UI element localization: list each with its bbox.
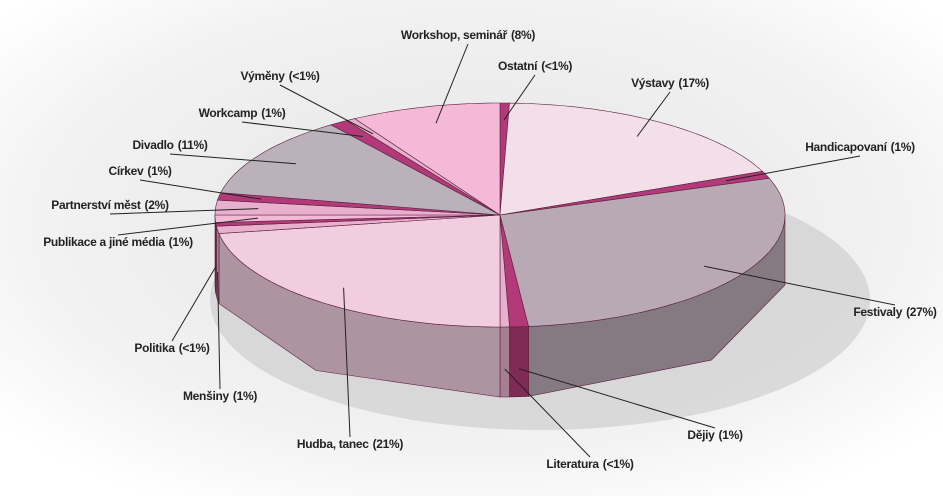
slice-label: Partnerství měst (2%) (51, 198, 169, 212)
slice-value-label: (8%) (511, 28, 535, 42)
leader-line (279, 84, 374, 135)
slice-value-label: (1%) (169, 235, 193, 249)
slice-name: Festivaly (853, 305, 902, 319)
slice-name: Publikace a jiné média (43, 235, 165, 249)
slice (354, 102, 501, 216)
slice-name: Hudba, tanec (297, 437, 369, 451)
leader-line (518, 368, 716, 429)
leader-line (504, 368, 591, 458)
slice-value-label: (1%) (891, 140, 915, 154)
slice-label: Výměny (<1%) (240, 69, 319, 83)
slice-label: Workcamp (1%) (199, 106, 286, 120)
slice-value-label: (1%) (233, 389, 257, 403)
slice-side (499, 326, 510, 398)
slice-value-label: (<1%) (541, 59, 572, 73)
slice-label: Publikace a jiné média (1%) (43, 235, 193, 249)
slice-name: Dějiy (687, 428, 715, 442)
slice-label: Dějiy (1%) (687, 428, 743, 442)
slice-name: Ostatní (498, 59, 538, 73)
slice-value-label: (11%) (178, 138, 208, 152)
leader-line (725, 155, 861, 182)
slice-value-label: (1%) (719, 428, 743, 442)
slice-name: Politika (134, 341, 175, 355)
labels: Ostatní (<1%)Výstavy (17%)Handicapovaní (1%… (43, 28, 937, 471)
slice-name: Výměny (240, 69, 285, 83)
leader-line (704, 265, 896, 306)
slice-value-label: (21%) (373, 437, 404, 451)
slice-side (214, 215, 216, 293)
slice-value-label: (<1%) (179, 341, 210, 355)
slice-name: Výstavy (631, 76, 675, 90)
leader-line (343, 287, 351, 438)
slice-side (509, 326, 529, 398)
slice-label: Menšiny (1%) (183, 389, 257, 403)
slice-name: Menšiny (183, 389, 230, 403)
slice-name: Církev (108, 164, 144, 178)
leader-line (241, 121, 363, 138)
slice-label: Handicapovaní (1%) (805, 140, 915, 154)
slice (499, 102, 764, 216)
leader-line (503, 74, 536, 121)
slice-value-label: (<1%) (289, 69, 320, 83)
slice-value-label: (2%) (145, 198, 169, 212)
leader-line (435, 43, 469, 124)
slice-name: Workcamp (199, 106, 258, 120)
slice-label: Výstavy (17%) (631, 76, 709, 90)
slice-label: Divadlo (11%) (132, 138, 207, 152)
slice-value-label: (<1%) (603, 457, 634, 471)
slice-value-label: (27%) (906, 305, 937, 319)
slice-label: Ostatní (<1%) (498, 59, 572, 73)
slice-label: Církev (1%) (108, 164, 171, 178)
slice-value-label: (1%) (147, 164, 171, 178)
slice (499, 177, 786, 327)
slice-label: Hudba, tanec (21%) (297, 437, 404, 451)
slice-name: Partnerství měst (51, 198, 141, 212)
leader-line (169, 153, 296, 165)
slice-label: Literatura (<1%) (546, 457, 634, 471)
slice-label: Workshop, seminář (8%) (401, 28, 535, 42)
slice-label: Politika (<1%) (134, 341, 209, 355)
slice-label: Festivaly (27%) (853, 305, 936, 319)
pie-tops (214, 102, 786, 328)
leader-line (117, 217, 258, 236)
slice-value-label: (17%) (678, 76, 709, 90)
slice-name: Divadlo (132, 138, 173, 152)
leader-line (139, 179, 262, 200)
slice (218, 214, 501, 328)
leader-line (217, 271, 221, 390)
slice-name: Handicapovaní (805, 140, 887, 154)
slice-value-label: (1%) (261, 106, 285, 120)
leader-line (636, 91, 671, 137)
slice-name: Literatura (546, 457, 599, 471)
leader-line (109, 208, 259, 215)
slice (220, 124, 501, 216)
leader-line (171, 266, 217, 342)
slice-name: Workshop, seminář (401, 28, 508, 42)
